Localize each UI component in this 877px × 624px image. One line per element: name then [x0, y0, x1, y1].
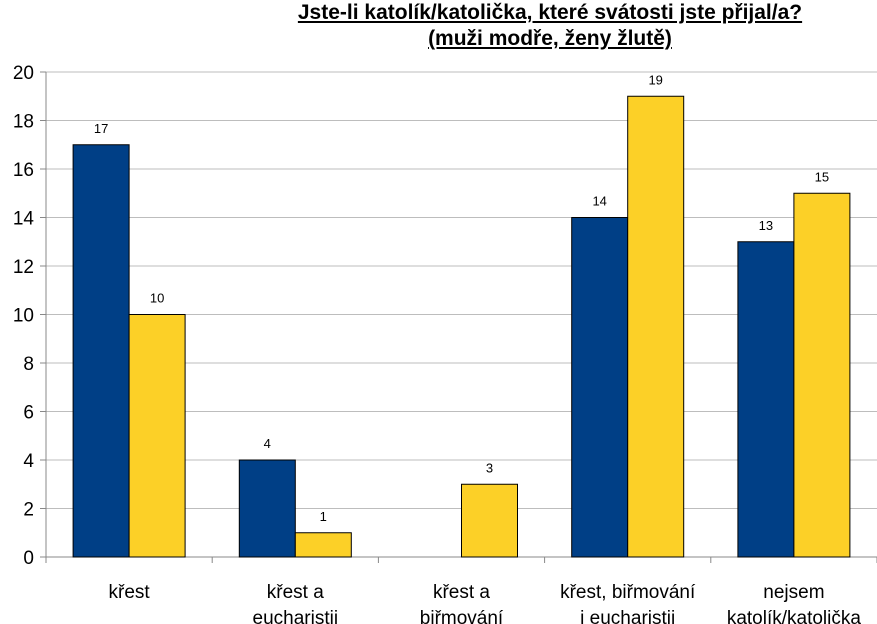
bar	[294, 532, 352, 558]
x-category-label: křest, biřmování i eucharistii	[560, 582, 696, 624]
x-category-label: křest a biřmování	[420, 582, 504, 624]
bar	[128, 314, 186, 558]
x-category-label: nejsem katolík/katolička	[727, 582, 862, 624]
x-category-label-line: křest a	[433, 582, 490, 603]
x-category-label-line: křest a	[267, 582, 324, 603]
bar	[461, 483, 518, 558]
y-tick-label: 0	[23, 548, 34, 569]
data-label: 3	[486, 460, 493, 475]
bar	[793, 192, 851, 558]
data-label: 17	[94, 121, 108, 136]
data-label: 10	[150, 291, 164, 306]
x-category-label-line: křest, biřmování	[560, 582, 696, 603]
x-category-label-line: křest	[109, 582, 151, 603]
y-tick-label: 20	[13, 63, 34, 84]
y-tick-label: 18	[13, 112, 34, 133]
y-tick-label: 8	[23, 354, 34, 375]
y-tick-label: 10	[13, 306, 34, 327]
y-tick-label: 16	[13, 160, 34, 181]
data-label: 15	[815, 169, 829, 184]
y-tick-label: 2	[23, 500, 34, 521]
data-label: 1	[320, 509, 327, 524]
bar	[571, 217, 629, 558]
x-category-label-line: biřmování	[420, 608, 504, 624]
data-label: 4	[264, 436, 271, 451]
chart-title-line-1: Jste-li katolík/katolička, které svátost…	[297, 1, 803, 24]
x-category-label-line: i eucharistii	[580, 608, 675, 624]
bar	[72, 144, 130, 558]
x-category-label-line: katolík/katolička	[727, 608, 862, 624]
y-tick-label: 6	[23, 403, 34, 424]
x-category-label-line: nejsem	[763, 582, 824, 603]
x-category-label-line: eucharistii	[253, 608, 339, 624]
chart-title-line-2: (muži modře, ženy žlutě)	[428, 27, 672, 50]
y-tick-label: 4	[23, 451, 34, 472]
data-label: 13	[759, 218, 773, 233]
x-category-label: křest a eucharistii	[253, 582, 339, 624]
y-tick-label: 14	[13, 209, 35, 230]
data-label: 14	[592, 194, 606, 209]
bar	[737, 241, 795, 558]
bar	[627, 95, 685, 558]
y-tick-label: 12	[13, 257, 34, 278]
bar	[238, 459, 296, 558]
data-label: 19	[648, 72, 662, 87]
chart-title: Jste-li katolík/katolička, které svátost…	[200, 0, 877, 52]
x-category-label: křest	[109, 582, 151, 603]
